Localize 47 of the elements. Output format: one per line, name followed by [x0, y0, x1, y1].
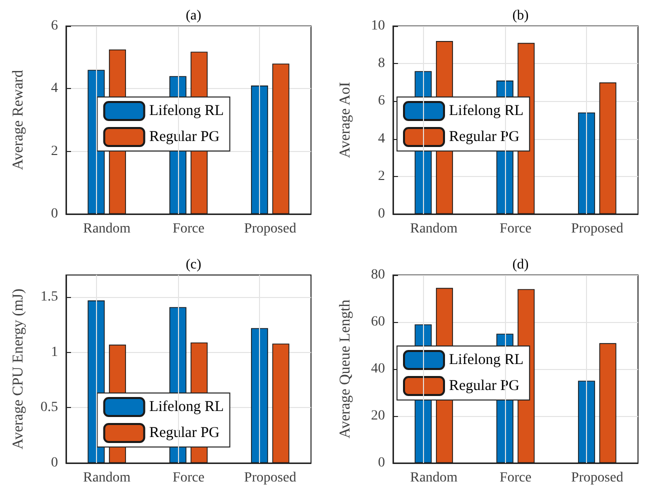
legend-label: Regular PG: [149, 129, 220, 145]
y-axis-title: Average AoI: [338, 82, 354, 158]
y-tick-label: 2: [51, 144, 58, 159]
y-tick-label: 8: [378, 56, 385, 72]
x-tick-label: Random: [410, 470, 458, 486]
y-tick-label: 80: [371, 268, 385, 282]
y-axis-title: Average Queue Length: [338, 299, 354, 438]
y-tick-label: 4: [51, 81, 58, 96]
legend-label: Lifelong RL: [149, 103, 224, 119]
y-tick-label: 0: [51, 206, 58, 222]
x-tick-label: Force: [172, 470, 204, 486]
y-tick-label: 40: [371, 362, 385, 376]
legend-label: Regular PG: [149, 425, 220, 441]
legend-label: Regular PG: [449, 129, 520, 145]
x-tick-label: Proposed: [571, 222, 624, 236]
y-tick-label: 2: [378, 168, 385, 184]
y-tick-label: 0: [51, 456, 58, 470]
y-axis-title: Average Reward: [10, 69, 26, 170]
y-tick-label: 10: [371, 18, 385, 34]
y-axis-title: Average CPU Energy (mJ): [10, 288, 26, 450]
x-tick-label: Random: [410, 222, 458, 236]
x-tick-label: Force: [500, 222, 532, 236]
chart-title: (c): [186, 258, 202, 272]
legend-label: Lifelong RL: [449, 352, 524, 368]
x-tick-label: Proposed: [571, 470, 624, 486]
chart-title: (b): [512, 8, 529, 24]
x-tick-label: Proposed: [244, 222, 296, 236]
y-tick-label: 0: [378, 456, 385, 470]
y-tick-label: 4: [378, 131, 385, 146]
x-tick-label: Force: [172, 222, 204, 236]
legend-label: Regular PG: [449, 378, 520, 394]
y-tick-label: 1: [51, 344, 58, 360]
y-tick-label: 0: [378, 206, 385, 222]
y-tick-label: 20: [371, 408, 385, 424]
legend-label: Lifelong RL: [149, 399, 224, 415]
chart-title: (a): [186, 8, 202, 24]
x-tick-label: Random: [83, 470, 131, 486]
x-tick-label: Force: [500, 470, 532, 486]
chart-title: (d): [512, 258, 529, 272]
x-tick-label: Random: [83, 222, 131, 236]
y-tick-label: 6: [378, 94, 385, 109]
y-tick-label: 1.5: [40, 290, 58, 305]
x-tick-label: Proposed: [244, 470, 296, 486]
y-tick-label: 60: [371, 314, 385, 330]
y-tick-label: 6: [51, 18, 58, 34]
legend-label: Lifelong RL: [449, 103, 524, 119]
y-tick-label: 0.5: [40, 400, 58, 416]
